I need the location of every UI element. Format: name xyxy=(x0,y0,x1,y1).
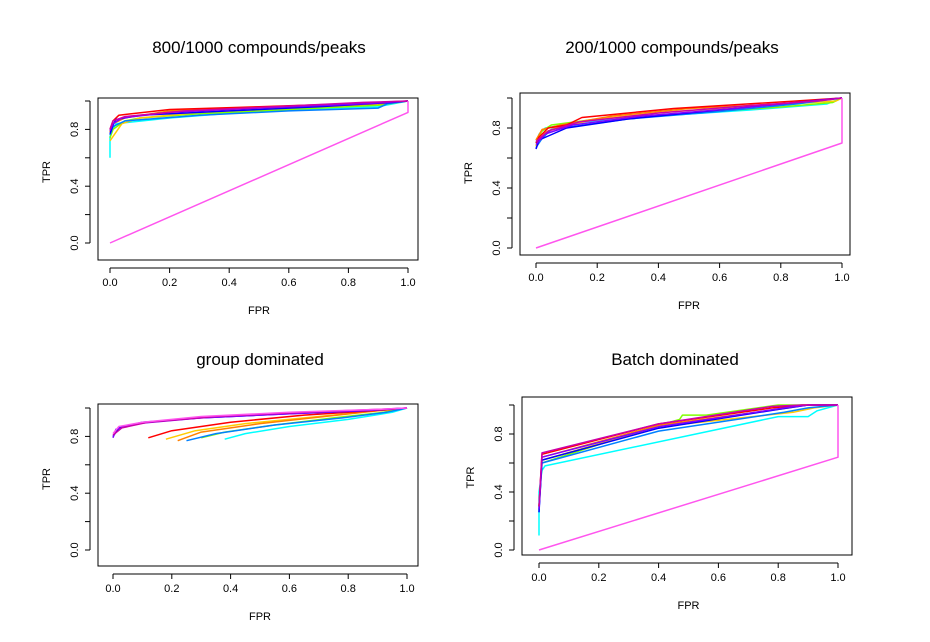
y-tick-label: 0.4 xyxy=(69,179,81,194)
x-tick-label: 0.2 xyxy=(590,272,605,284)
y-tick-label: 0.0 xyxy=(69,542,81,557)
x-axis-label: FPR xyxy=(678,300,700,312)
roc-series-line-1 xyxy=(538,404,839,536)
plot-frame xyxy=(521,396,853,556)
x-tick-label: 0.2 xyxy=(591,572,606,584)
x-tick-label: 0.8 xyxy=(341,277,356,289)
x-tick-label: 0.6 xyxy=(282,583,297,595)
y-axis-label: TPR xyxy=(463,162,475,184)
x-tick-label: 0.6 xyxy=(281,277,296,289)
x-tick-label: 0.4 xyxy=(222,277,237,289)
y-tick-label: 0.8 xyxy=(493,426,505,441)
y-axis-label: TPR xyxy=(465,466,477,488)
x-tick-label: 0.8 xyxy=(771,572,786,584)
roc-series-line-5 xyxy=(535,97,843,144)
y-tick-label: 0.4 xyxy=(493,484,505,499)
y-tick-label: 0.0 xyxy=(491,240,503,255)
roc-panel-3: group dominated 0.0 0.2 0.4 0.6 0.8 1.0 FPR 0.0 0… xyxy=(41,350,419,623)
x-tick-label: 1.0 xyxy=(400,277,415,289)
y-axis-label: TPR xyxy=(41,161,53,183)
y-tick-label: 0.4 xyxy=(491,180,503,195)
y-tick-label: 0.8 xyxy=(491,120,503,135)
x-tick-label: 0.4 xyxy=(651,572,666,584)
x-tick-label: 0.0 xyxy=(528,272,543,284)
x-axis-label: FPR xyxy=(248,305,270,317)
series-group xyxy=(535,97,843,249)
x-tick-label: 0.0 xyxy=(102,277,117,289)
y-tick-label: 0.4 xyxy=(69,486,81,501)
roc-series-line-1 xyxy=(224,407,408,440)
roc-series-line-5 xyxy=(538,404,838,507)
x-tick-label: 0.6 xyxy=(711,572,726,584)
roc-panel-2: 200/1000 compounds/peaks 0.0 0.2 0.4 0.6 0.8 1… xyxy=(463,38,851,312)
chart-title: group dominated xyxy=(196,350,324,369)
y-axis-label: TPR xyxy=(41,468,53,490)
plot-frame xyxy=(519,92,851,256)
roc-series-line-10 xyxy=(535,98,843,249)
series-group xyxy=(538,404,839,551)
roc-series-line-6 xyxy=(109,100,409,136)
chart-title: Batch dominated xyxy=(611,350,739,369)
x-tick-label: 0.0 xyxy=(105,583,120,595)
y-tick-label: 0.8 xyxy=(69,429,81,444)
x-tick-label: 0.4 xyxy=(223,583,238,595)
series-group xyxy=(112,407,408,442)
x-axis-label: FPR xyxy=(678,600,700,612)
chart-title: 200/1000 compounds/peaks xyxy=(565,38,779,57)
roc-series-line-10 xyxy=(538,405,839,551)
x-tick-label: 0.0 xyxy=(531,572,546,584)
x-tick-label: 0.8 xyxy=(773,272,788,284)
roc-series-line-9 xyxy=(535,97,843,143)
roc-panel-4: Batch dominated 0.0 0.2 0.4 0.6 0.8 1.0 FPR 0.0 0… xyxy=(465,350,853,612)
y-tick-label: 0.8 xyxy=(69,122,81,137)
series-group xyxy=(109,100,409,244)
plot-frame xyxy=(97,403,419,567)
roc-series-line-10 xyxy=(112,407,408,435)
x-tick-label: 1.0 xyxy=(830,572,845,584)
x-tick-label: 1.0 xyxy=(834,272,849,284)
x-tick-label: 0.4 xyxy=(651,272,666,284)
y-tick-label: 0.0 xyxy=(493,542,505,557)
x-tick-label: 0.2 xyxy=(162,277,177,289)
roc-series-line-10 xyxy=(109,101,409,244)
plot-frame xyxy=(97,97,419,261)
x-tick-label: 0.6 xyxy=(712,272,727,284)
x-tick-label: 0.8 xyxy=(341,583,356,595)
chart-title: 800/1000 compounds/peaks xyxy=(152,38,366,57)
x-axis-label: FPR xyxy=(249,611,271,623)
y-tick-label: 0.0 xyxy=(69,235,81,250)
roc-panel-1: 800/1000 compounds/peaks 0.0 0.2 0.4 0.6 0.8 1… xyxy=(41,38,419,317)
x-tick-label: 0.2 xyxy=(164,583,179,595)
x-tick-label: 1.0 xyxy=(399,583,414,595)
roc-series-line-9 xyxy=(109,100,409,130)
roc-series-line-9 xyxy=(538,404,838,507)
roc-series-line-6 xyxy=(186,407,408,442)
